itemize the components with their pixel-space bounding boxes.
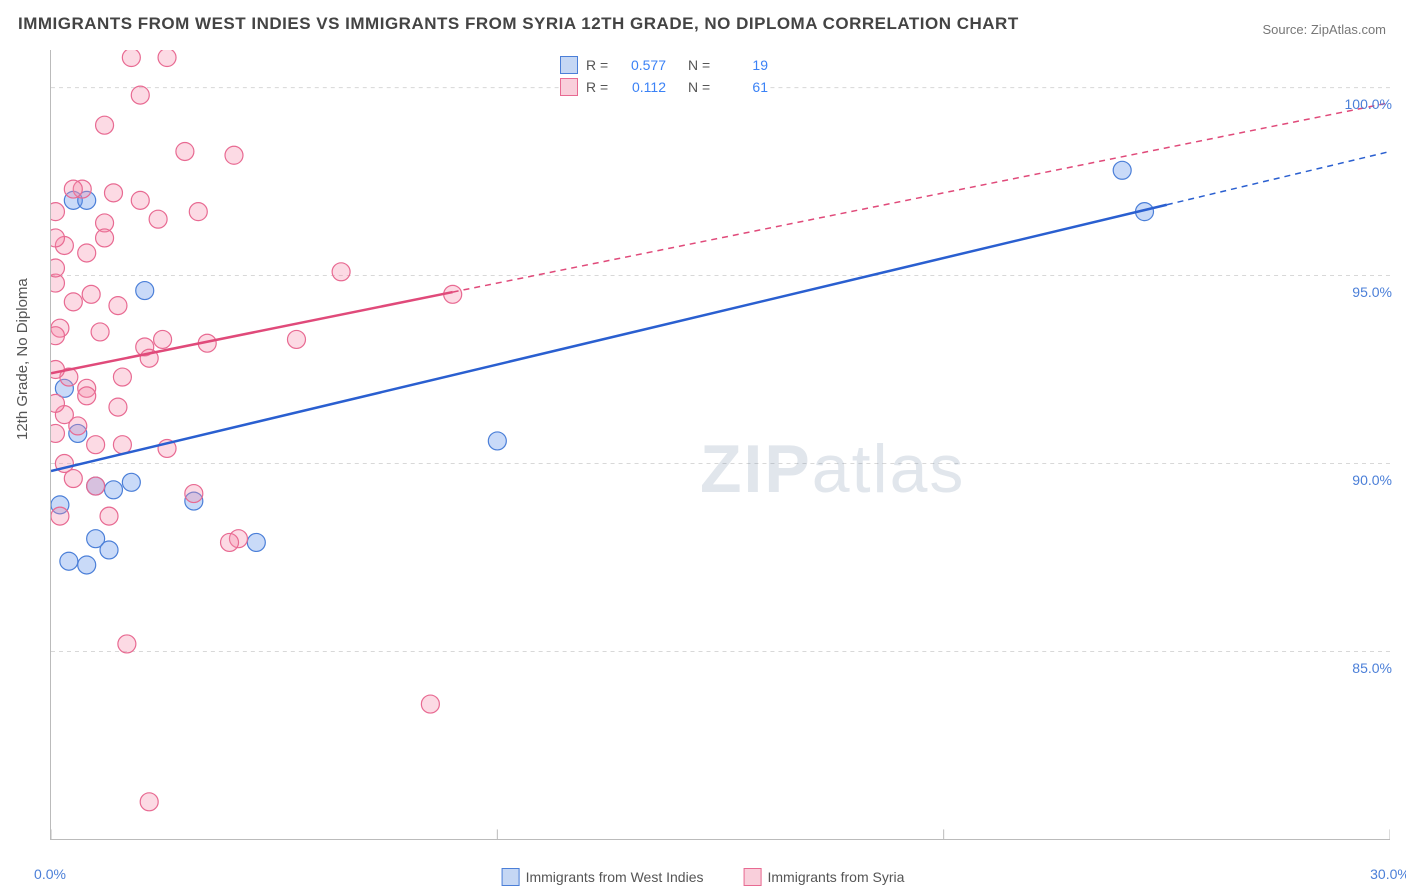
chart-frame: [50, 50, 1390, 840]
correlation-row: R = 0.577 N = 19: [560, 54, 768, 76]
r-value: 0.112: [624, 76, 666, 98]
correlation-row: R = 0.112 N = 61: [560, 76, 768, 98]
legend-swatch: [502, 868, 520, 886]
y-tick-label: 100.0%: [1345, 96, 1392, 112]
n-value: 19: [726, 54, 768, 76]
correlation-legend: R = 0.577 N = 19 R = 0.112 N = 61: [560, 54, 768, 98]
r-value: 0.577: [624, 54, 666, 76]
scatter-plot: [51, 50, 1390, 839]
y-tick-label: 90.0%: [1352, 472, 1392, 488]
legend-item: Immigrants from Syria: [743, 868, 904, 886]
legend-swatch: [743, 868, 761, 886]
y-tick-label: 85.0%: [1352, 660, 1392, 676]
x-tick-label: 30.0%: [1370, 866, 1406, 882]
legend-swatch: [560, 56, 578, 74]
y-tick-label: 95.0%: [1352, 284, 1392, 300]
r-label: R =: [586, 54, 616, 76]
y-axis-label: 12th Grade, No Diploma: [14, 278, 31, 440]
legend-item: Immigrants from West Indies: [502, 868, 704, 886]
legend-label: Immigrants from West Indies: [526, 869, 704, 885]
legend-swatch: [560, 78, 578, 96]
series-legend: Immigrants from West Indies Immigrants fr…: [502, 868, 905, 886]
source-attribution: Source: ZipAtlas.com: [1262, 22, 1386, 37]
chart-title: IMMIGRANTS FROM WEST INDIES VS IMMIGRANT…: [18, 14, 1019, 34]
r-label: R =: [586, 76, 616, 98]
x-tick-label: 0.0%: [34, 866, 66, 882]
n-label: N =: [688, 76, 718, 98]
legend-label: Immigrants from Syria: [767, 869, 904, 885]
n-label: N =: [688, 54, 718, 76]
n-value: 61: [726, 76, 768, 98]
